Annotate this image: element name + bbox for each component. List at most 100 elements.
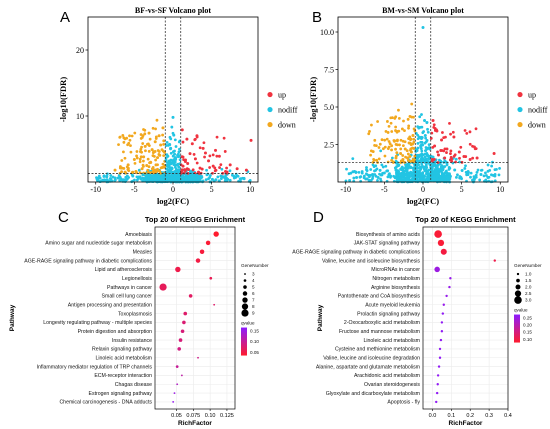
legend-label-nodiff: nodiff bbox=[528, 106, 548, 115]
point-up bbox=[452, 135, 456, 139]
panel-letter-c: C bbox=[58, 209, 69, 226]
point-nodiff bbox=[173, 149, 176, 153]
point-nodiff bbox=[472, 177, 476, 181]
pathway-label: Alanine, aspartate and glutamate metabol… bbox=[316, 364, 420, 370]
legend-marker-down bbox=[267, 121, 273, 128]
pathway-label: Chagas disease bbox=[115, 382, 152, 388]
point-nodiff bbox=[360, 170, 364, 173]
size-legend-label: 7 bbox=[252, 298, 255, 303]
pathway-point bbox=[440, 330, 444, 333]
size-legend-label: 2.5 bbox=[525, 291, 532, 296]
point-nodiff bbox=[386, 175, 390, 179]
pathway-point bbox=[439, 338, 443, 342]
point-down bbox=[412, 115, 415, 119]
x-axis-label: log2(FC) bbox=[157, 196, 189, 206]
point-nodiff bbox=[220, 177, 223, 181]
point-nodiff bbox=[420, 153, 424, 157]
point-nodiff bbox=[169, 151, 173, 155]
point-nodiff bbox=[166, 162, 170, 166]
point-nodiff bbox=[349, 171, 353, 175]
point-nodiff bbox=[441, 177, 445, 180]
point-nodiff bbox=[486, 176, 490, 179]
legend-label-nodiff: nodiff bbox=[278, 106, 298, 115]
point-nodiff bbox=[220, 167, 224, 171]
point-up bbox=[452, 154, 456, 158]
point-nodiff bbox=[374, 164, 378, 168]
size-legend-label: 3.0 bbox=[525, 298, 532, 303]
point-up bbox=[188, 152, 192, 156]
point-up bbox=[222, 136, 226, 140]
point-up bbox=[430, 158, 434, 161]
point-down bbox=[154, 127, 157, 131]
point-up bbox=[195, 134, 199, 138]
pathway-point bbox=[442, 303, 445, 306]
point-nodiff bbox=[447, 167, 451, 171]
legend-marker-nodiff bbox=[267, 106, 273, 113]
point-down bbox=[409, 150, 413, 154]
point-nodiff bbox=[476, 168, 480, 172]
point-nodiff bbox=[463, 167, 467, 170]
pathway-label: Amoebiasis bbox=[125, 232, 152, 238]
point-nodiff bbox=[228, 169, 232, 173]
point-down bbox=[372, 158, 376, 162]
point-nodiff bbox=[474, 175, 478, 179]
size-legend-marker bbox=[514, 296, 522, 304]
point-down bbox=[129, 144, 132, 147]
point-up bbox=[468, 142, 472, 146]
point-down bbox=[399, 152, 403, 155]
volcano-panel-b: BM-vs-SM Volcano plot -10 -5 0 5 10 2.5 5.0 7.5 1… bbox=[308, 6, 548, 206]
point-down bbox=[151, 166, 155, 169]
pathway-point bbox=[180, 374, 183, 377]
point-up bbox=[219, 163, 223, 166]
point-up bbox=[198, 166, 202, 170]
point-nodiff bbox=[394, 159, 398, 163]
point-down bbox=[127, 141, 131, 145]
point-nodiff bbox=[437, 178, 441, 182]
pathway-label: Valine, leucine and isoleucine degradati… bbox=[323, 356, 420, 362]
color-legend-title: qvalue bbox=[514, 308, 528, 313]
point-nodiff bbox=[355, 176, 359, 179]
color-legend-label: 0.10 bbox=[523, 337, 532, 342]
point-down bbox=[410, 102, 414, 106]
point-nodiff bbox=[485, 174, 488, 177]
point-up bbox=[441, 131, 444, 134]
point-down bbox=[390, 158, 394, 162]
point-nodiff bbox=[495, 167, 498, 171]
point-up bbox=[186, 167, 190, 171]
point-down bbox=[131, 170, 135, 174]
point-nodiff bbox=[345, 167, 348, 171]
point-down bbox=[370, 123, 373, 127]
point-up bbox=[459, 145, 463, 149]
point-down bbox=[122, 150, 125, 154]
point-down bbox=[156, 156, 160, 160]
pathway-label: Measles bbox=[133, 250, 153, 256]
point-nodiff bbox=[175, 163, 179, 167]
point-nodiff bbox=[497, 173, 501, 177]
point-up bbox=[195, 161, 199, 165]
point-nodiff bbox=[397, 163, 401, 167]
legend-marker-nodiff bbox=[517, 106, 523, 113]
point-down bbox=[126, 163, 130, 167]
x-tick-label: 0.075 bbox=[186, 413, 200, 419]
point-down bbox=[138, 157, 142, 161]
point-nodiff bbox=[416, 142, 420, 145]
point-down bbox=[132, 158, 136, 162]
point-up bbox=[458, 156, 461, 160]
point-nodiff bbox=[367, 175, 371, 179]
point-up bbox=[457, 150, 461, 154]
pathway-label: Linoleic acid metabolism bbox=[363, 338, 420, 344]
point-nodiff bbox=[352, 176, 356, 180]
pathway-label: Amino sugar and nucleotide sugar metabol… bbox=[45, 241, 152, 247]
point-up bbox=[207, 159, 211, 163]
point-nodiff bbox=[395, 174, 399, 178]
pathway-label: Small cell lung cancer bbox=[102, 294, 153, 300]
point-nodiff bbox=[424, 164, 428, 168]
y-tick-label: 20 bbox=[76, 46, 84, 55]
point-nodiff bbox=[416, 137, 420, 141]
point-down bbox=[386, 147, 390, 151]
point-down bbox=[383, 138, 387, 142]
pathway-point bbox=[213, 231, 219, 237]
point-down bbox=[160, 165, 164, 169]
kegg-panel-c: Top 20 of KEGG Enrichment Amoebiasis Amino… bbox=[9, 215, 269, 427]
point-nodiff bbox=[205, 173, 209, 177]
